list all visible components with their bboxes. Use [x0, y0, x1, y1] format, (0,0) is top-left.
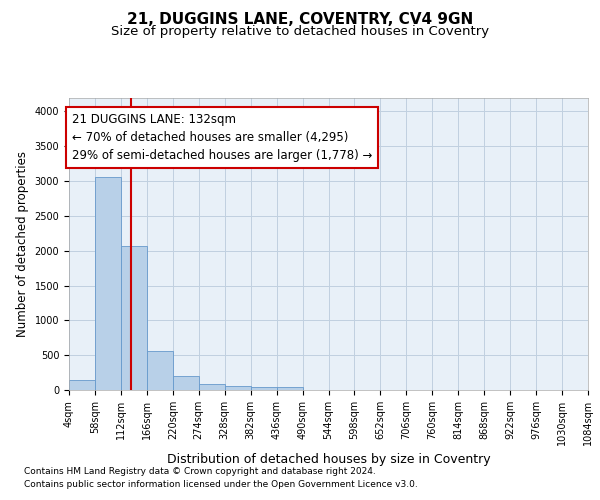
Bar [225, 386, 251, 390]
Text: Size of property relative to detached houses in Coventry: Size of property relative to detached ho… [111, 25, 489, 38]
Bar [121, 246, 147, 390]
Bar [251, 387, 277, 390]
Text: 21, DUGGINS LANE, COVENTRY, CV4 9GN: 21, DUGGINS LANE, COVENTRY, CV4 9GN [127, 12, 473, 28]
Y-axis label: Number of detached properties: Number of detached properties [16, 151, 29, 337]
Text: Contains HM Land Registry data © Crown copyright and database right 2024.: Contains HM Land Registry data © Crown c… [24, 467, 376, 476]
Text: Contains public sector information licensed under the Open Government Licence v3: Contains public sector information licen… [24, 480, 418, 489]
Bar [277, 387, 302, 390]
Bar [147, 351, 173, 390]
Bar [173, 376, 199, 390]
Bar [95, 177, 121, 390]
Text: 21 DUGGINS LANE: 132sqm
← 70% of detached houses are smaller (4,295)
29% of semi: 21 DUGGINS LANE: 132sqm ← 70% of detache… [72, 113, 372, 162]
Bar [199, 384, 224, 390]
X-axis label: Distribution of detached houses by size in Coventry: Distribution of detached houses by size … [167, 454, 490, 466]
Bar [69, 380, 95, 390]
